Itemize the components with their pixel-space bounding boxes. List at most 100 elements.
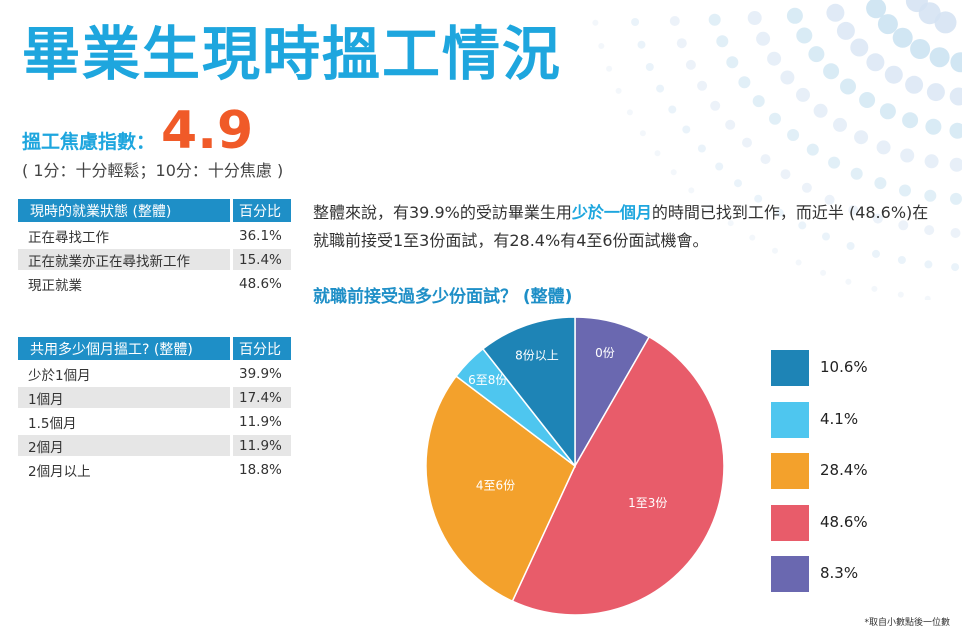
decorative-dot — [897, 256, 906, 264]
decorative-dot — [668, 105, 677, 114]
table-row: 2個月以上 18.8% — [18, 459, 291, 480]
decorative-dot — [949, 122, 962, 139]
decorative-dot — [697, 144, 706, 153]
pie-slice-label: 1至3份 — [628, 496, 667, 510]
decorative-dot — [592, 19, 599, 26]
row-label: 1.5個月 — [28, 415, 77, 432]
decorative-dot — [949, 157, 962, 172]
decorative-dot — [656, 84, 665, 93]
decorative-dot — [654, 150, 661, 157]
decorative-dot — [924, 260, 933, 269]
decorative-dot — [606, 65, 613, 72]
decorative-dot — [716, 35, 729, 48]
table-row: 少於1個月 39.9% — [18, 363, 291, 384]
decorative-dot — [840, 78, 856, 95]
decorative-dot — [866, 53, 885, 72]
table-header-row: 現時的就業狀態 (整體) 百分比 — [18, 199, 291, 222]
pie-slice — [425, 375, 576, 603]
employment-status-table: 現時的就業狀態 (整體) 百分比 正在尋找工作 36.1% 正在就業亦正在尋找新… — [18, 196, 291, 297]
legend-item: 28.4% — [771, 453, 931, 489]
row-value: 11.9% — [239, 413, 282, 430]
legend-label: 4.1% — [820, 409, 859, 428]
decorative-dot — [780, 169, 791, 180]
decorative-dot — [697, 80, 708, 91]
decorative-dot — [950, 52, 962, 73]
decorative-dot — [828, 156, 841, 169]
legend-swatch — [771, 350, 809, 386]
decorative-dot — [742, 137, 752, 148]
decorative-dots — [592, 0, 962, 300]
decorative-dot — [787, 129, 800, 141]
decorative-dot — [826, 3, 845, 22]
pie-slice-label: 4至6份 — [476, 478, 515, 492]
decorative-dot — [910, 39, 931, 59]
decorative-dot — [767, 51, 782, 66]
job-search-months-table: 共用多少個月搵工? (整體) 百分比 少於1個月 39.9% 1個月 17.4%… — [18, 334, 291, 483]
legend-item: 8.3% — [771, 556, 931, 592]
row-value: 39.9% — [239, 365, 282, 382]
stress-index: 搵工焦慮指數： 4.9 — [22, 104, 253, 158]
footnote: *取自小數點後一位數 — [864, 618, 950, 628]
decorative-dot — [884, 65, 903, 84]
decorative-dot — [615, 87, 622, 94]
decorative-dot — [685, 59, 696, 70]
percentage-header: 百分比 — [230, 337, 291, 360]
pie-slice-label: 0份 — [595, 346, 615, 360]
row-value: 18.8% — [239, 461, 282, 478]
legend-label: 8.3% — [820, 564, 859, 582]
stress-index-label: 搵工焦慮指數： — [22, 131, 156, 153]
decorative-dot — [669, 16, 680, 26]
decorative-dot — [897, 291, 904, 298]
table-row: 正在尋找工作 36.1% — [18, 225, 291, 246]
legend-item: 10.6% — [771, 350, 931, 386]
summary-part-2: 的時間已找到工作，而近半 (48.6%)在就職前接受1至3份面試，有28.4%有… — [313, 203, 929, 250]
decorative-dot — [877, 14, 898, 35]
decorative-dot — [710, 100, 721, 111]
table-row: 2個月 11.9% — [18, 435, 291, 456]
decorative-dot — [637, 40, 646, 49]
row-label: 2個月以上 — [28, 463, 91, 480]
decorative-dot — [934, 11, 957, 34]
decorative-dot — [598, 43, 605, 49]
decorative-dot — [786, 7, 803, 24]
legend-swatch — [771, 556, 809, 592]
pie-slice-label: 8份以上 — [515, 349, 559, 363]
decorative-dot — [808, 46, 825, 63]
decorative-dot — [747, 11, 762, 25]
decorative-dot — [688, 187, 695, 194]
decorative-dot — [926, 83, 945, 102]
row-value: 36.1% — [239, 227, 282, 244]
decorative-dot — [951, 263, 960, 272]
decorative-dot — [874, 177, 887, 190]
row-value: 15.4% — [230, 249, 291, 270]
decorative-dot — [639, 130, 646, 137]
row-label: 少於1個月 — [28, 367, 91, 384]
decorative-dot — [854, 130, 869, 145]
decorative-dot — [850, 167, 863, 180]
legend-item: 4.1% — [771, 401, 931, 438]
decorative-dot — [900, 148, 915, 163]
decorative-dot — [752, 95, 765, 108]
decorative-dot — [760, 154, 771, 165]
decorative-dot — [905, 75, 924, 94]
decorative-dot — [726, 56, 739, 69]
decorative-dot — [905, 0, 928, 13]
decorative-dot — [715, 162, 724, 171]
decorative-dot — [924, 154, 939, 169]
decorative-dot — [780, 70, 795, 85]
decorative-dot — [892, 27, 913, 48]
pie-slice — [481, 316, 576, 469]
decorative-dot — [949, 87, 962, 106]
decorative-dot — [738, 76, 751, 89]
chart-title: 就職前接受過多少份面試？ (整體) — [313, 287, 573, 307]
decorative-dot — [950, 192, 962, 205]
employment-status-header: 現時的就業狀態 (整體) — [18, 199, 230, 222]
decorative-dot — [682, 125, 691, 134]
decorative-dot — [708, 13, 721, 26]
decorative-dot — [820, 269, 827, 276]
legend-label: 48.6% — [820, 512, 868, 531]
stress-index-value: 4.9 — [161, 101, 254, 161]
row-label: 2個月 — [18, 435, 230, 456]
decorative-dot — [924, 295, 931, 300]
table-row: 1個月 17.4% — [18, 387, 291, 408]
